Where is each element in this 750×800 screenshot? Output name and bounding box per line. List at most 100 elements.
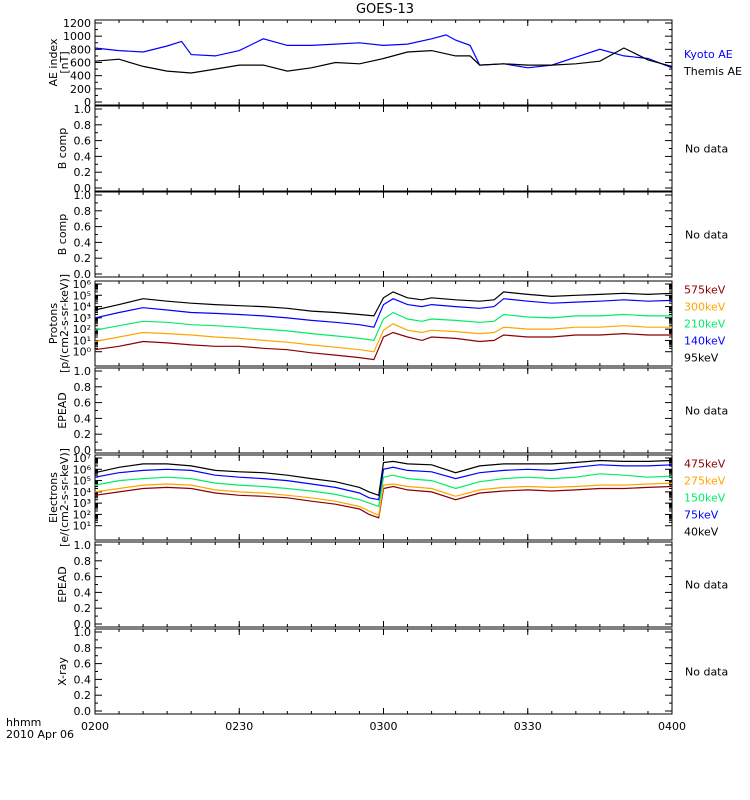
- panel-epead2: 0.0 0.2 0.4 0.6 0.8 1.0 EPEAD No data: [56, 539, 728, 631]
- y-tick-label: 10⁶: [73, 463, 92, 476]
- y-tick-label: 10²: [73, 508, 91, 521]
- no-data-label: No data: [685, 579, 728, 592]
- legend-entry: 575keV: [684, 284, 726, 297]
- series-group: [94, 34, 673, 74]
- y-tick-label: 0.0: [74, 618, 92, 631]
- no-data-label: No data: [685, 143, 728, 156]
- series-line-themis-ae: [94, 47, 673, 74]
- y-tick-label: 10⁷: [73, 452, 91, 465]
- series-line-275kev: [94, 482, 673, 517]
- y-tick-label: 600: [70, 57, 91, 70]
- y-tick-label: 0.8: [74, 119, 92, 132]
- series-line-575kev: [94, 331, 672, 361]
- y-tick-label: 0.2: [74, 252, 92, 265]
- y-axis-label: EPEAD: [56, 392, 69, 429]
- panel-xray: 0.0 0.2 0.4 0.6 0.8 1.0 X-ray No data: [56, 626, 728, 718]
- y-tick-label: 0.8: [74, 205, 92, 218]
- y-tick-label: 0.4: [74, 673, 92, 686]
- panel-frame: [94, 367, 673, 454]
- series-group: [94, 459, 673, 519]
- y-tick-label: 10⁴: [73, 486, 92, 499]
- y-tick-label: 10⁶: [73, 278, 92, 291]
- chart-title: GOES-13: [356, 2, 414, 17]
- y-tick-label: 0.8: [74, 642, 92, 655]
- series-line-75kev: [94, 464, 673, 501]
- y-tick-label: 1.0: [74, 103, 92, 116]
- panel-frame: [94, 191, 673, 278]
- x-axis: 0200 0230 0300 0330 0400: [81, 720, 686, 733]
- y-tick-label: 1.0: [74, 626, 92, 639]
- y-tick-label: 0.4: [74, 412, 92, 425]
- panel-b2: 0.0 0.2 0.4 0.6 0.8 1.0 B comp No data: [56, 189, 728, 281]
- y-tick-label: 0.2: [74, 689, 92, 702]
- legend-entry: 475keV: [684, 458, 726, 471]
- y-tick-label: 10⁴: [73, 301, 92, 314]
- legend-entry: 275keV: [684, 475, 726, 488]
- panel-epead1: 0.0 0.2 0.4 0.6 0.8 1.0 EPEAD No data: [56, 365, 728, 457]
- y-tick-label: 0.0: [74, 268, 92, 281]
- x-tick-label: 0230: [225, 720, 253, 733]
- y-tick-label: 800: [70, 43, 91, 56]
- y-tick-label: 0.0: [74, 182, 92, 195]
- y-tick-label: 0.0: [74, 705, 92, 718]
- y-axis-label: B comp: [56, 214, 69, 256]
- series-group: [94, 291, 673, 361]
- legend-entry: Kyoto AE: [684, 48, 733, 61]
- y-tick-label: 1200: [63, 17, 91, 30]
- series-line-95kev: [94, 291, 673, 317]
- x-tick-label: 0200: [81, 720, 109, 733]
- y-tick-label: 0.2: [74, 166, 92, 179]
- y-tick-label: 0.6: [74, 571, 92, 584]
- legend-entry: Themis AE: [683, 65, 742, 78]
- x-tick-label: 0330: [514, 720, 542, 733]
- legend-entry: 140keV: [684, 335, 726, 348]
- panel-b1: 0.0 0.2 0.4 0.6 0.8 1.0 B comp No data: [56, 103, 728, 195]
- legend-entry: 210keV: [684, 318, 726, 331]
- y-axis-label: Protons: [47, 303, 60, 344]
- y-tick-label: 0.8: [74, 555, 92, 568]
- y-tick-label: 0.2: [74, 602, 92, 615]
- legend-entry: 95keV: [684, 352, 719, 365]
- no-data-label: No data: [685, 405, 728, 418]
- y-tick-label: 400: [70, 70, 91, 83]
- y-tick-label: 1.0: [74, 365, 92, 378]
- y-tick-label: 0.6: [74, 397, 92, 410]
- panel-frame: [94, 105, 673, 192]
- y-axis-label: [p/(cm2-s-sr-keV)]: [58, 274, 71, 373]
- panel-frame: [94, 454, 673, 541]
- no-data-label: No data: [685, 666, 728, 679]
- y-tick-label: 10⁰: [73, 346, 92, 359]
- y-tick-label: 0.4: [74, 150, 92, 163]
- y-axis-label: AE index: [47, 38, 60, 87]
- panel-frame: [94, 541, 673, 628]
- legend-entry: 150keV: [684, 492, 726, 505]
- y-tick-label: 0.6: [74, 135, 92, 148]
- y-axis-label: EPEAD: [56, 566, 69, 603]
- y-axis-label: [e/(cm2-s-sr-keV)]: [58, 448, 71, 547]
- series-line-210kev: [94, 311, 672, 342]
- y-tick-label: 10³: [73, 312, 91, 325]
- y-tick-label: 200: [70, 83, 91, 96]
- y-tick-label: 10¹: [73, 520, 91, 533]
- y-tick-label: 1.0: [74, 539, 92, 552]
- series-line-kyoto-ae: [94, 34, 673, 69]
- y-tick-label: 10³: [73, 497, 91, 510]
- y-tick-label: 1.0: [74, 189, 92, 202]
- legend-entry: 40keV: [684, 526, 719, 539]
- series-line-475kev: [94, 485, 673, 519]
- y-tick-label: 10¹: [73, 334, 91, 347]
- y-axis-label: X-ray: [56, 657, 69, 686]
- y-tick-label: 0.6: [74, 221, 92, 234]
- panel-frame: [94, 628, 673, 715]
- x-tick-label: 0400: [658, 720, 686, 733]
- y-tick-label: 0.4: [74, 236, 92, 249]
- y-axis-label: B comp: [56, 128, 69, 170]
- y-tick-label: 10⁵: [73, 289, 91, 302]
- y-axis-label: Electrons: [47, 472, 60, 523]
- series-line-140kev: [94, 298, 673, 328]
